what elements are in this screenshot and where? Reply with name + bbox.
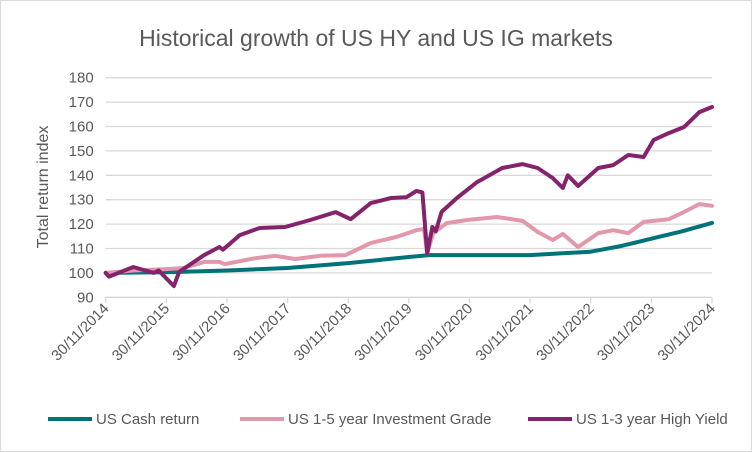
series-line-1 [103,220,714,275]
y-tick-label: 100 [69,265,94,282]
series-line-3 [103,105,714,289]
y-tick-label: 160 [69,119,94,136]
y-tick-label: 140 [69,167,94,184]
y-tick-label: 180 [69,70,94,87]
legend-label: US 1-5 year Investment Grade [288,411,491,428]
y-axis-label: Total return index [35,126,52,249]
y-tick-label: 120 [69,216,94,233]
chart-title: Historical growth of US HY and US IG mar… [139,25,613,51]
y-tick-label: 150 [69,143,94,160]
y-tick-label: 90 [77,289,94,306]
y-tick-label: 130 [69,192,94,209]
y-tick-label: 110 [70,241,94,258]
y-tick-label: 170 [69,94,94,111]
legend-label: US 1-3 year High Yield [576,411,728,428]
legend-label: US Cash return [96,411,199,428]
